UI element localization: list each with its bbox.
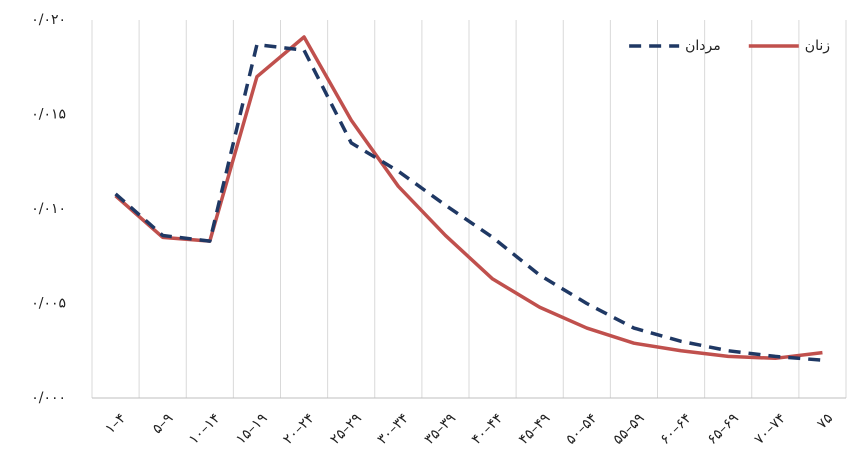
x-tick-label: ۱۰–۱۴	[186, 410, 224, 448]
x-tick-label: ۲۵–۲۹	[327, 410, 365, 448]
x-tick-label: ۷۰–۷۴	[751, 410, 789, 448]
x-tick-label: ۶۰–۶۴	[657, 410, 695, 448]
x-tick-label: ۴۵–۴۹	[516, 410, 554, 448]
x-tick-label: ۷۵	[814, 410, 836, 432]
x-tick-label: ۵۰–۵۴	[563, 410, 601, 448]
x-tick-label: ۲۰–۲۴	[280, 410, 318, 448]
x-tick-label: ۳۵–۳۹	[422, 410, 460, 448]
x-tick-label: ۱۵–۱۹	[233, 410, 271, 448]
legend-label: زنان	[805, 38, 830, 54]
y-tick-label: ۰/۰۰۰	[31, 390, 66, 406]
y-tick-label: ۰/۰۱۰	[31, 201, 66, 217]
series-line	[114, 35, 823, 361]
legend-label: مردان	[685, 38, 721, 54]
y-tick-label: ۰/۰۰۵	[31, 296, 66, 312]
x-tick-label: ۵–۹	[149, 410, 176, 437]
series-line	[114, 42, 823, 362]
x-tick-label: ۴۰–۴۴	[469, 410, 507, 448]
x-tick-label: ۵۵–۵۹	[610, 410, 648, 448]
x-tick-label: ۶۵–۶۹	[704, 410, 742, 448]
y-tick-label: ۰/۰۱۵	[31, 107, 66, 123]
x-tick-label: ۳۰–۳۴	[374, 410, 412, 448]
x-tick-label: ۱–۴	[102, 410, 129, 437]
y-tick-label: ۰/۰۲۰	[31, 12, 66, 28]
